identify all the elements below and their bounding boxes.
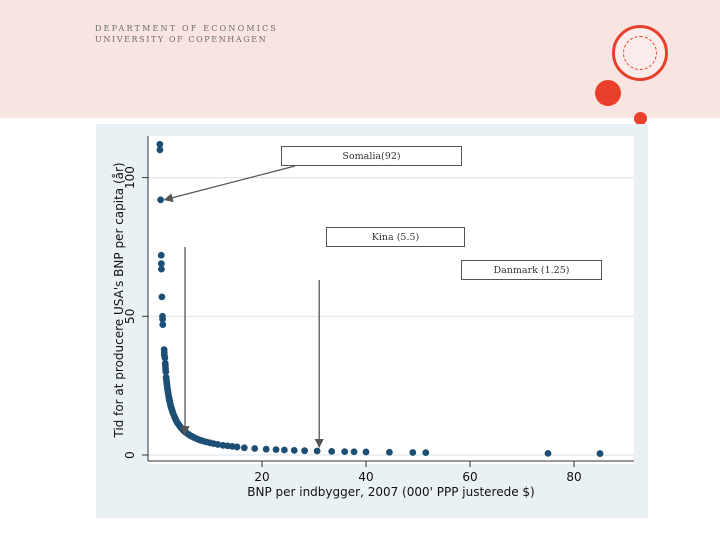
y-tick-label: 50 [123,309,137,324]
y-tick-label: 0 [123,451,137,459]
data-points [156,140,604,457]
x-tick-label: 40 [358,470,373,484]
data-point [290,446,298,454]
scatter-chart: 0 50 100 20 40 60 80 BNP per indbygger, 2007 (… [112,136,634,499]
data-point [214,441,222,448]
data-point [262,445,270,453]
data-point [156,146,164,154]
annotation-arrows [163,165,324,449]
university-seal-logo [612,25,668,81]
data-point [544,449,552,457]
data-point [157,260,165,267]
data-point [422,449,430,457]
data-point [156,140,164,148]
plot-area [148,136,634,464]
data-point [251,445,259,452]
data-point [159,315,166,323]
annotation-label-somalia: Somalia(92) [281,146,462,166]
decorative-red-dot-small [634,112,647,125]
axes: 0 50 100 20 40 60 80 [123,136,634,484]
annotation-label-denmark: Danmark (1.25) [461,260,602,280]
data-point [157,196,164,204]
x-tick-label: 60 [462,470,477,484]
x-tick-label: 80 [566,470,581,484]
data-point [362,448,370,456]
data-point [350,448,358,456]
x-axis-label: BNP per indbygger, 2007 (000' PPP juster… [247,485,535,499]
data-point [161,354,169,362]
data-point [280,446,288,454]
y-tick-label: 100 [123,166,137,189]
seal-inner-ring [623,36,657,70]
decorative-red-dot-large [595,80,621,106]
data-point [159,321,167,329]
annotation-arrow [163,165,296,203]
university-name: UNIVERSITY OF COPENHAGEN [95,35,268,44]
data-point [157,251,165,259]
data-point [301,447,309,455]
data-point [409,449,417,456]
data-point [240,444,248,452]
data-point [386,448,393,456]
data-point [162,368,170,376]
data-point [158,293,166,301]
data-point [313,447,321,455]
data-point [328,447,336,455]
data-point [158,265,165,273]
y-axis-label: Tid for at producere USA's BNP per capit… [112,162,126,438]
x-tick-label: 20 [254,470,269,484]
department-name: DEPARTMENT OF ECONOMICS [95,24,279,33]
data-point [272,446,280,454]
data-point [596,450,604,457]
annotation-label-china: Kina (5.5) [326,227,465,247]
data-point [233,443,241,451]
data-point [341,448,349,456]
